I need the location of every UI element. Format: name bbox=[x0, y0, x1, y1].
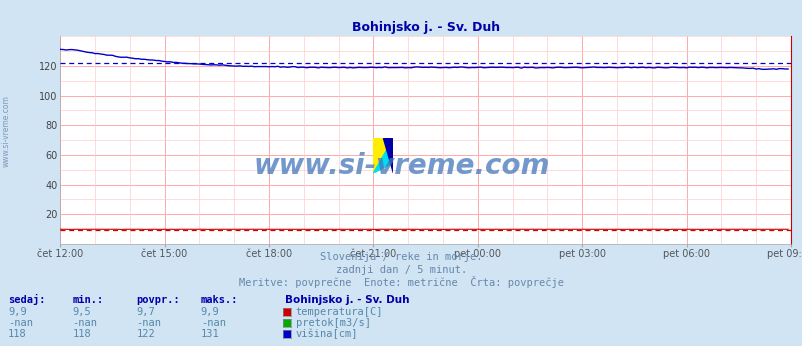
Text: -nan: -nan bbox=[72, 318, 97, 328]
Text: 9,5: 9,5 bbox=[72, 307, 91, 317]
Text: Slovenija / reke in morje.: Slovenija / reke in morje. bbox=[320, 252, 482, 262]
Text: -nan: -nan bbox=[200, 318, 225, 328]
Text: 9,9: 9,9 bbox=[200, 307, 219, 317]
Text: -nan: -nan bbox=[8, 318, 33, 328]
Text: višina[cm]: višina[cm] bbox=[295, 329, 358, 339]
Text: 131: 131 bbox=[200, 329, 219, 339]
Text: 9,7: 9,7 bbox=[136, 307, 155, 317]
Text: www.si-vreme.com: www.si-vreme.com bbox=[253, 152, 549, 180]
Text: povpr.:: povpr.: bbox=[136, 295, 180, 305]
Polygon shape bbox=[383, 138, 393, 173]
Text: maks.:: maks.: bbox=[200, 295, 238, 305]
Text: 118: 118 bbox=[8, 329, 26, 339]
Text: 9,9: 9,9 bbox=[8, 307, 26, 317]
Text: Meritve: povprečne  Enote: metrične  Črta: povprečje: Meritve: povprečne Enote: metrične Črta:… bbox=[239, 276, 563, 289]
Polygon shape bbox=[373, 138, 393, 173]
Polygon shape bbox=[373, 138, 393, 173]
Text: pretok[m3/s]: pretok[m3/s] bbox=[295, 318, 370, 328]
Text: sedaj:: sedaj: bbox=[8, 294, 46, 305]
Title: Bohinjsko j. - Sv. Duh: Bohinjsko j. - Sv. Duh bbox=[351, 21, 499, 34]
Text: -nan: -nan bbox=[136, 318, 161, 328]
Text: temperatura[C]: temperatura[C] bbox=[295, 307, 383, 317]
Text: zadnji dan / 5 minut.: zadnji dan / 5 minut. bbox=[335, 265, 467, 275]
Text: www.si-vreme.com: www.si-vreme.com bbox=[2, 95, 11, 167]
Text: Bohinjsko j. - Sv. Duh: Bohinjsko j. - Sv. Duh bbox=[285, 295, 409, 305]
Text: min.:: min.: bbox=[72, 295, 103, 305]
Text: 122: 122 bbox=[136, 329, 155, 339]
Text: 118: 118 bbox=[72, 329, 91, 339]
